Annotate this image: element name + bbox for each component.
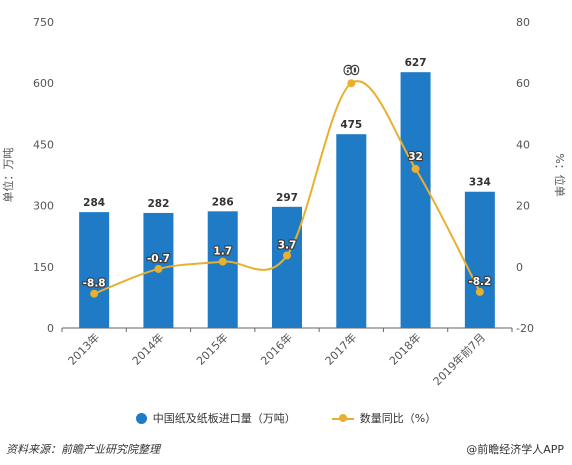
yoy-value-label: 32 (408, 151, 423, 163)
legend-item-import-volume: 中国纸及纸板进口量（万吨） (135, 410, 296, 426)
x-tick-label: 2018年 (386, 330, 423, 367)
y2-tick-label: -20 (516, 322, 534, 335)
y-tick-label: 600 (33, 77, 54, 90)
bars (79, 72, 495, 329)
yoy-value-label: -8.8 (83, 278, 106, 290)
y-axis-title: 单位：万吨 (1, 148, 15, 203)
bar (207, 211, 238, 328)
x-tick-label: 2016年 (258, 330, 295, 367)
bar-value-label: 282 (147, 198, 169, 210)
bar-value-label: 475 (340, 119, 362, 131)
yoy-point (347, 79, 356, 88)
yoy-value-label: 3.7 (278, 239, 297, 251)
legend-swatch-bar (135, 412, 147, 424)
bar (464, 191, 495, 328)
bar (79, 212, 110, 328)
y2-tick-label: 60 (516, 77, 530, 90)
yoy-point (90, 289, 99, 298)
legend-label: 数量同比（%） (359, 412, 437, 425)
bar (272, 206, 302, 328)
yoy-value-label: 1.7 (213, 246, 232, 258)
bar-value-label: 284 (83, 197, 105, 209)
legend-item-yoy: 数量同比（%） (331, 410, 437, 426)
legend: 中国纸及纸板进口量（万吨） 数量同比（%） (0, 410, 572, 426)
bar-value-label: 297 (276, 192, 298, 204)
x-tick-label: 2015年 (193, 330, 230, 367)
chart: 0 150 300 450 600 750 -20 0 20 40 60 80 2013年 2014年 20… (1, 16, 567, 388)
y-tick-label: 300 (33, 200, 54, 213)
x-tick-label: 2019年前7月 (430, 330, 488, 388)
x-tick-label: 2017年 (322, 330, 359, 367)
legend-label: 中国纸及纸板进口量（万吨） (152, 412, 296, 425)
yoy-value-label: 60 (344, 65, 359, 77)
bar (400, 72, 431, 329)
y2-tick-label: 40 (516, 138, 530, 151)
bar (336, 134, 367, 328)
yoy-point (218, 257, 227, 266)
y2-axis-title: %：位单 (553, 153, 567, 196)
bar-value-label: 627 (405, 57, 427, 69)
source-note: 资料来源：前瞻产业研究院整理 (6, 443, 160, 456)
y2-tick-label: 20 (516, 200, 530, 213)
yoy-point (411, 164, 420, 173)
yoy-point (154, 264, 163, 273)
y-tick-label: 450 (33, 138, 54, 151)
x-tick-label: 2014年 (129, 330, 166, 367)
yoy-point (283, 251, 291, 260)
y-tick-label: 150 (33, 261, 54, 274)
bar-value-label: 334 (469, 177, 491, 189)
brand-credit: @前瞻经济学人APP (466, 443, 564, 456)
y-tick-label: 750 (33, 16, 54, 29)
y2-tick-label: 80 (516, 16, 530, 29)
y-tick-label: 0 (47, 322, 54, 335)
data-labels: 284 282 286 297 475 627 334 -8.8 -0.7 1.7 3.7 60 32 -… (81, 57, 492, 291)
y2-tick-label: 0 (516, 261, 523, 274)
legend-swatch-line (331, 413, 354, 424)
yoy-value-label: -8.2 (468, 276, 491, 288)
yoy-point (475, 287, 484, 296)
x-tick-label: 2013年 (65, 330, 102, 367)
bar-value-label: 286 (212, 196, 234, 208)
line-series (90, 79, 484, 298)
yoy-value-label: -0.7 (147, 253, 170, 265)
